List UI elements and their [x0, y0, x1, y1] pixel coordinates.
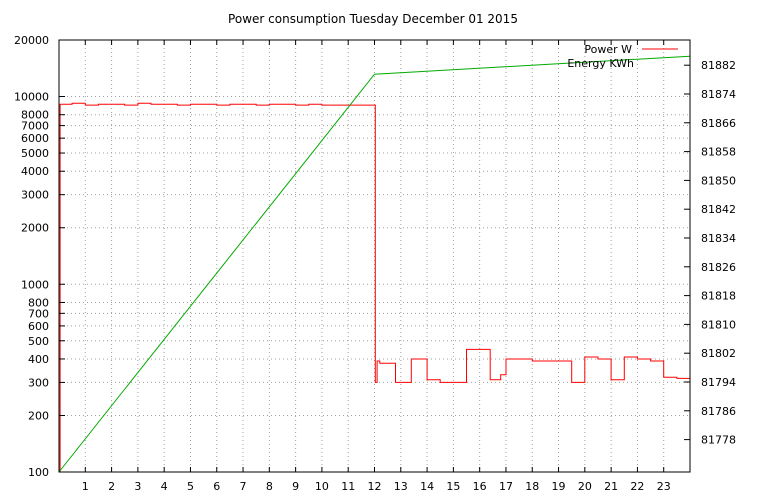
y2-tick-label: 81810	[701, 318, 736, 331]
y2-tick-label: 81802	[701, 347, 736, 360]
y-tick-label: 4000	[21, 165, 49, 178]
y2-tick-label: 81874	[701, 88, 736, 101]
legend: Power W Energy KWh	[567, 43, 678, 70]
y2-tick-label: 81818	[701, 290, 736, 303]
y-tick-label: 10000	[14, 91, 49, 104]
x-tick-label: 6	[213, 480, 220, 493]
x-tick-label: 16	[473, 480, 487, 493]
y-tick-label: 300	[28, 376, 49, 389]
y2-tick-label: 81826	[701, 261, 736, 274]
y-tick-label: 500	[28, 335, 49, 348]
x-tick-label: 22	[630, 480, 644, 493]
x-tick-label: 12	[368, 480, 382, 493]
y-tick-label: 5000	[21, 147, 49, 160]
x-tick-label: 10	[315, 480, 329, 493]
legend-label-energy: Energy KWh	[567, 57, 634, 70]
y2-tick-label: 81834	[701, 232, 736, 245]
y2-tick-label: 81786	[701, 405, 736, 418]
y-tick-label: 6000	[21, 132, 49, 145]
y2-tick-label: 81882	[701, 59, 736, 72]
series-line-power	[59, 102, 691, 473]
x-tick-label: 8	[266, 480, 273, 493]
x-tick-label: 7	[240, 480, 247, 493]
y2-tick-label: 81858	[701, 146, 736, 159]
y-tick-label: 700	[28, 307, 49, 320]
x-tick-label: 15	[446, 480, 460, 493]
y2-tick-label: 81850	[701, 174, 736, 187]
x-tick-label: 2	[108, 480, 115, 493]
x-tick-label: 18	[525, 480, 539, 493]
x-tick-label: 17	[499, 480, 513, 493]
series-line-energy	[58, 55, 691, 473]
x-tick-label: 11	[341, 480, 355, 493]
y-tick-label: 20000	[14, 34, 49, 47]
x-tick-label: 1	[82, 480, 89, 493]
y-tick-label: 600	[28, 320, 49, 333]
y2-tick-label: 81794	[701, 376, 736, 389]
x-tick-label: 9	[292, 480, 299, 493]
x-tick-label: 19	[552, 480, 566, 493]
x-tick-label: 13	[394, 480, 408, 493]
y-tick-label: 800	[28, 296, 49, 309]
x-tick-label: 20	[578, 480, 592, 493]
x-tick-label: 14	[420, 480, 434, 493]
x-tick-label: 21	[604, 480, 618, 493]
x-tick-label: 3	[134, 480, 141, 493]
series-layer	[58, 55, 691, 473]
y-tick-label: 1000	[21, 278, 49, 291]
y-tick-label: 7000	[21, 120, 49, 133]
axis-ticks-and-labels: 1 2 3 4 5 6 7 8 9 10 11 12 13 14 15 16 17 18 19 20 21 22 23100…	[14, 34, 736, 493]
y-tick-label: 100	[28, 466, 49, 479]
y-tick-label: 8000	[21, 109, 49, 122]
y2-tick-label: 81866	[701, 117, 736, 130]
y-tick-label: 3000	[21, 189, 49, 202]
grid-lines	[59, 40, 690, 472]
x-tick-label: 5	[187, 480, 194, 493]
y-tick-label: 400	[28, 353, 49, 366]
x-tick-label: 23	[657, 480, 671, 493]
chart-title: Power consumption Tuesday December 01 20…	[228, 12, 518, 26]
y2-tick-label: 81842	[701, 203, 736, 216]
y2-tick-label: 81778	[701, 434, 736, 447]
y-tick-label: 2000	[21, 222, 49, 235]
x-tick-label: 4	[161, 480, 168, 493]
legend-label-power: Power W	[584, 43, 632, 56]
y-tick-label: 200	[28, 409, 49, 422]
